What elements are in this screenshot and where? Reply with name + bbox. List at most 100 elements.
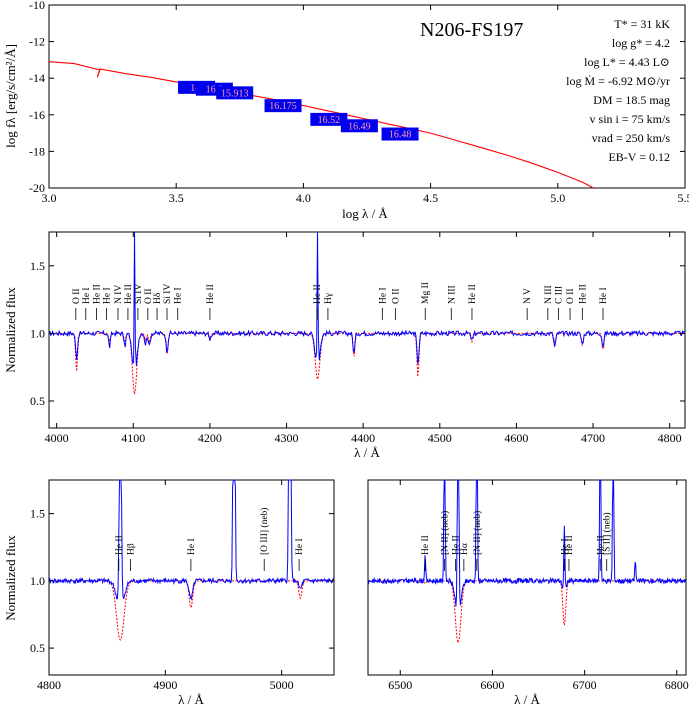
- sed-ylabel: log fλ [erg/s/cm²/Å]: [3, 44, 18, 148]
- hbeta-frame: [48, 479, 335, 676]
- sed-xlabel: log λ / Å: [342, 206, 388, 221]
- line-id-label: C III: [555, 286, 565, 304]
- sed-axis-ticks: 3.0 3.5 4.0 4.5 5.0 5.5 -10 -12 -14 -16 -18 -20: [29, 0, 689, 205]
- y-tick-label: 1.0: [30, 574, 45, 588]
- y-tick-label: -10: [29, 0, 45, 12]
- halpha-xlabel: λ / Å: [514, 692, 540, 707]
- x-tick-label: 5.0: [550, 191, 565, 205]
- x-tick-label: 4700: [581, 431, 605, 445]
- blue-spectrum-panel: 4000 4100 4200 4300 4400 4500 4600 4700 4800 0.5 1…: [3, 231, 686, 460]
- photometry-mag: 16.49: [348, 121, 371, 132]
- x-tick-label: 5000: [270, 678, 294, 692]
- photometry-mag: 16.0: [206, 85, 224, 96]
- hbeta-line-ids: He II Hβ He I [O III] (neb) He I: [115, 508, 305, 571]
- object-name: N206-FS197: [420, 19, 523, 41]
- line-id-label: O II: [391, 288, 401, 304]
- line-id-label: He I: [599, 287, 609, 304]
- line-id-label: N III: [544, 285, 554, 304]
- line-id-label: He II: [93, 284, 103, 304]
- hbeta-model-spectrum: [49, 580, 334, 641]
- line-id-label: He II: [313, 284, 323, 304]
- y-tick-label: 1.5: [30, 507, 45, 521]
- line-id-label: He II: [452, 535, 462, 555]
- line-id-label: Hα: [460, 543, 470, 555]
- line-id-label: He I: [560, 538, 570, 555]
- line-id-label: He I: [174, 287, 184, 304]
- y-tick-label: 0.5: [30, 394, 45, 408]
- hbeta-panel: 4800 4900 5000 0.5 1.0 1.5 He II Hβ He I [O III]…: [3, 479, 335, 707]
- line-id-label: N III: [447, 285, 457, 304]
- parameter-line: log Ṁ = -6.92 M⊙/yr: [566, 74, 670, 88]
- x-tick-label: 4600: [504, 431, 528, 445]
- blue-observed-spectrum: [48, 231, 685, 366]
- line-id-label: He II: [421, 535, 431, 555]
- x-tick-label: 4400: [351, 431, 375, 445]
- hbeta-observed-spectrum: [48, 479, 334, 601]
- x-tick-label: 4.5: [423, 191, 438, 205]
- halpha-panel: 6500 6600 6700 6800 He II [N II] (neb) He IIH…: [367, 479, 689, 707]
- x-tick-label: 6700: [573, 678, 597, 692]
- line-id-label: He I: [102, 287, 112, 304]
- line-id-label: Hβ: [126, 543, 136, 555]
- parameter-line: log g* = 4.2: [612, 36, 670, 50]
- photometry-box: [381, 127, 419, 141]
- line-id-label: He II: [115, 535, 125, 555]
- photometry-box: [264, 99, 302, 113]
- line-id-label: O II: [566, 288, 576, 304]
- x-tick-label: 4.0: [296, 191, 311, 205]
- y-tick-label: -12: [29, 35, 45, 49]
- photometry-box: [216, 86, 254, 100]
- photometry-box: [310, 112, 348, 126]
- y-tick-label: -14: [29, 71, 45, 85]
- hbeta-ylabel: Normalized flux: [3, 535, 18, 621]
- line-id-label: O II: [144, 288, 154, 304]
- photometry-mag: 16.48: [389, 130, 412, 141]
- line-id-label: He II: [578, 284, 588, 304]
- line-id-label: N V: [523, 288, 533, 304]
- sed-model-curve: [48, 61, 594, 189]
- line-id-label: O II: [72, 288, 82, 304]
- x-tick-label: 6500: [388, 678, 412, 692]
- halpha-axis-ticks: 6500 6600 6700 6800: [388, 480, 689, 692]
- x-tick-label: 4100: [121, 431, 145, 445]
- line-id-label: [S II] (neb): [602, 512, 613, 555]
- y-tick-label: -18: [29, 144, 45, 158]
- blue-model-spectrum: [49, 332, 685, 395]
- sed-frame: [48, 4, 686, 189]
- blue-ylabel: Normalized flux: [3, 287, 18, 373]
- y-tick-label: -16: [29, 108, 45, 122]
- photometry-mag: 16.175: [269, 101, 297, 112]
- x-tick-label: 4800: [658, 431, 682, 445]
- halpha-model-spectrum: [368, 580, 686, 644]
- line-id-label: He I: [378, 287, 388, 304]
- line-id-label: Hγ: [324, 293, 334, 304]
- parameter-line: v sin i = 75 km/s: [590, 112, 671, 126]
- halpha-observed-spectrum: [367, 479, 686, 607]
- x-tick-label: 4900: [153, 678, 177, 692]
- x-tick-label: 4500: [428, 431, 452, 445]
- blue-axis-ticks: 4000 4100 4200 4300 4400 4500 4600 4700 4800 0.5 1…: [30, 232, 685, 445]
- line-id-label: Si IV: [163, 284, 173, 304]
- line-id-label: [N II] (neb): [440, 511, 451, 555]
- line-id-label: Si IV: [134, 284, 144, 304]
- hbeta-xlabel: λ / Å: [178, 692, 204, 707]
- x-tick-label: 3.5: [169, 191, 184, 205]
- line-id-label: [N II] (neb): [472, 511, 483, 555]
- photometry-box: [340, 119, 378, 133]
- x-tick-label: 4300: [275, 431, 299, 445]
- parameter-line: DM = 18.5 mag: [593, 93, 670, 107]
- hbeta-axis-ticks: 4800 4900 5000 0.5 1.0 1.5: [30, 480, 334, 692]
- parameter-line: vrad = 250 km/s: [592, 131, 671, 145]
- y-tick-label: 0.5: [30, 641, 45, 655]
- y-tick-label: -20: [29, 181, 45, 195]
- x-tick-label: 4000: [45, 431, 69, 445]
- line-id-label: He II: [468, 284, 478, 304]
- x-tick-label: 6600: [480, 678, 504, 692]
- halpha-frame: [367, 479, 687, 676]
- line-id-label: [O III] (neb): [259, 508, 270, 555]
- x-tick-label: 4200: [198, 431, 222, 445]
